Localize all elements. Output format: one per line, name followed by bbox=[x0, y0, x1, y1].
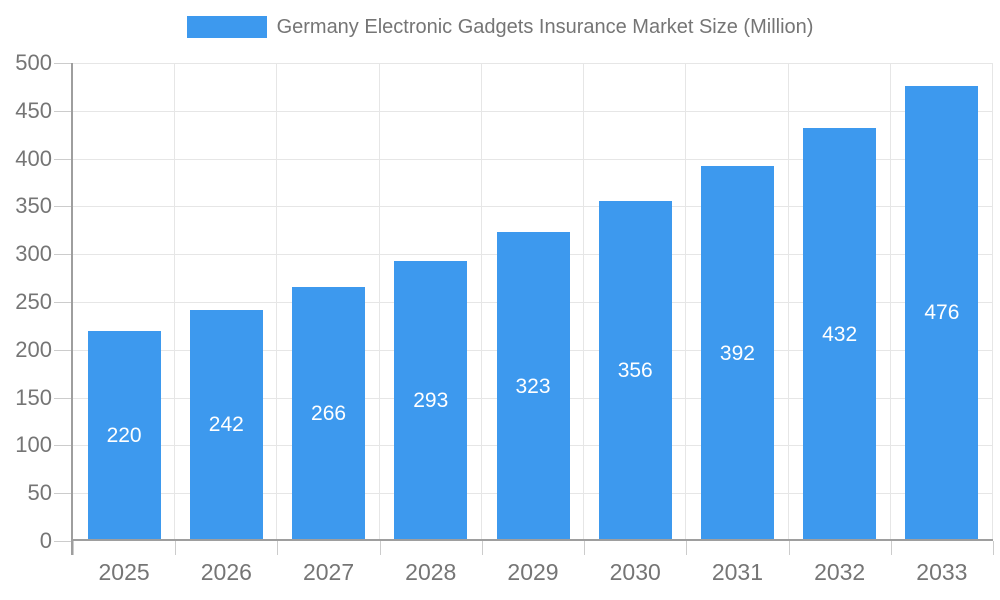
y-tick-mark bbox=[54, 397, 73, 399]
x-axis-tick-label: 2033 bbox=[916, 559, 968, 585]
y-tick-mark bbox=[54, 110, 73, 112]
gridline-vertical bbox=[583, 63, 585, 541]
bar-value-label: 293 bbox=[413, 388, 449, 412]
y-axis-tick-label: 0 bbox=[39, 528, 52, 553]
x-tick-mark bbox=[379, 541, 381, 555]
x-tick-mark bbox=[584, 541, 586, 555]
gridline-horizontal bbox=[73, 206, 993, 208]
bar-2033[interactable] bbox=[905, 85, 979, 541]
bar-value-label: 392 bbox=[719, 341, 755, 365]
y-tick-mark bbox=[54, 63, 73, 64]
bar-value-label: 242 bbox=[208, 413, 244, 437]
x-axis-tick-label: 2029 bbox=[507, 559, 559, 585]
y-axis-tick-label: 300 bbox=[15, 241, 52, 267]
x-tick-mark bbox=[993, 541, 994, 555]
bar-2030[interactable] bbox=[598, 200, 672, 541]
bar-2031[interactable] bbox=[700, 166, 774, 541]
y-axis-tick-label: 450 bbox=[15, 97, 52, 123]
y-axis-tick-label: 500 bbox=[15, 50, 52, 75]
y-tick-mark bbox=[54, 206, 73, 208]
y-tick-mark bbox=[54, 493, 73, 495]
bar-value-label: 323 bbox=[515, 374, 551, 398]
gridline-vertical bbox=[992, 63, 993, 541]
y-axis-tick-label: 400 bbox=[15, 145, 52, 171]
y-tick-mark bbox=[54, 349, 73, 351]
legend-label: Germany Electronic Gadgets Insurance Mar… bbox=[276, 16, 814, 38]
legend-item[interactable]: Germany Electronic Gadgets Insurance Mar… bbox=[0, 15, 1000, 39]
gridline-vertical bbox=[889, 63, 891, 541]
x-axis-tick-label: 2027 bbox=[302, 559, 355, 585]
x-tick-mark bbox=[686, 541, 688, 555]
y-axis-tick-label: 350 bbox=[15, 193, 52, 219]
y-axis-tick-label: 200 bbox=[15, 336, 52, 362]
legend-swatch bbox=[186, 16, 267, 38]
gridline-horizontal bbox=[73, 63, 993, 64]
bar-2026[interactable] bbox=[189, 309, 263, 541]
bar-2027[interactable] bbox=[292, 286, 366, 541]
x-tick-mark bbox=[277, 541, 279, 555]
gridline-vertical bbox=[685, 63, 687, 541]
y-tick-mark bbox=[54, 158, 73, 160]
gridline-horizontal bbox=[73, 158, 993, 160]
gridline-horizontal bbox=[73, 110, 993, 112]
y-axis-tick-label: 250 bbox=[15, 289, 52, 314]
bar-value-label: 356 bbox=[617, 358, 653, 382]
x-axis-line bbox=[73, 539, 993, 541]
x-axis-tick-label: 2032 bbox=[814, 559, 866, 585]
x-axis-tick-label: 2026 bbox=[200, 559, 252, 585]
x-axis-tick-label: 2025 bbox=[98, 559, 150, 585]
x-axis-tick-label: 2031 bbox=[711, 559, 764, 585]
y-axis-line bbox=[71, 63, 73, 555]
gridline-vertical bbox=[174, 63, 176, 541]
x-tick-mark bbox=[481, 541, 483, 555]
x-tick-mark bbox=[73, 541, 74, 555]
bar-value-label: 266 bbox=[311, 401, 347, 425]
x-tick-mark bbox=[890, 541, 892, 555]
bar-value-label: 432 bbox=[822, 322, 858, 346]
x-axis-tick-label: 2030 bbox=[609, 559, 661, 585]
bar-2025[interactable] bbox=[87, 330, 161, 541]
gridline-vertical bbox=[378, 63, 380, 541]
gridline-vertical bbox=[787, 63, 789, 541]
bar-2028[interactable] bbox=[394, 260, 468, 541]
bar-2029[interactable] bbox=[496, 232, 570, 541]
bar-value-label: 220 bbox=[106, 423, 142, 447]
y-tick-mark bbox=[54, 445, 73, 447]
y-tick-mark bbox=[54, 302, 73, 303]
plot-area: 220 242 266 293 323 356 392 432 476 bbox=[73, 63, 993, 541]
y-axis-tick-label: 150 bbox=[15, 384, 52, 410]
x-axis-tick-label: 2028 bbox=[405, 559, 457, 585]
bar-2032[interactable] bbox=[803, 128, 877, 541]
y-tick-mark bbox=[54, 541, 73, 542]
y-axis-tick-label: 50 bbox=[27, 480, 52, 506]
y-tick-mark bbox=[54, 254, 73, 256]
x-tick-mark bbox=[788, 541, 790, 555]
x-tick-mark bbox=[175, 541, 177, 555]
gridline-vertical bbox=[276, 63, 278, 541]
gridline-vertical bbox=[480, 63, 482, 541]
y-axis-tick-label: 100 bbox=[15, 432, 52, 458]
bar-value-label: 476 bbox=[924, 301, 960, 325]
